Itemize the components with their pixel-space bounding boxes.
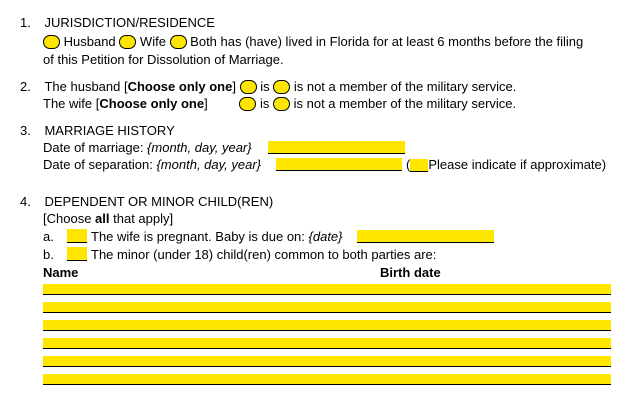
section-number: 4. (20, 194, 31, 209)
birth-date-column-header: Birth date (380, 265, 441, 280)
name-column-header: Name (43, 265, 79, 280)
not-member-label: is not a member of the military service. (293, 79, 517, 94)
choose-only-one: Choose only one (127, 79, 233, 94)
due-date-field[interactable] (357, 230, 494, 243)
section-3-heading: 3. MARRIAGE HISTORY (20, 122, 175, 139)
child-row-field[interactable] (43, 284, 611, 295)
minor-line: b. (43, 246, 54, 263)
is-label: is (260, 79, 270, 94)
not-member-label: is not a member of the military service. (293, 96, 517, 111)
pregnant-line: a. (43, 228, 54, 245)
child-row-field[interactable] (43, 356, 611, 367)
due-date-hint: {date} (308, 229, 343, 244)
date-of-separation-label: Date of separation: (43, 157, 157, 172)
approximate-label: Please indicate if approximate) (428, 157, 607, 172)
both-label: Both has (have) lived in Florida for at … (190, 34, 584, 49)
child-row-field[interactable] (43, 320, 611, 331)
separation-date-line: Date of separation: {month, day, year} (43, 156, 261, 173)
pregnant-label: The wife is pregnant. Baby is due on: (91, 229, 309, 244)
husband-prefix: The husband [ (44, 79, 128, 94)
section-4-heading: 4. DEPENDENT OR MINOR CHILD(REN) (20, 193, 273, 210)
date-format-hint: {month, day, year} (147, 140, 252, 155)
wife-checkbox[interactable] (119, 35, 137, 49)
child-row-field[interactable] (43, 338, 611, 349)
date-of-marriage-label: Date of marriage: (43, 140, 148, 155)
husband-checkbox[interactable] (43, 35, 60, 49)
residence-options: Husband Wife Both has (have) lived in Fl… (43, 33, 583, 50)
both-checkbox[interactable] (169, 35, 187, 49)
section-number: 1. (20, 15, 31, 30)
wife-prefix: The wife [ (43, 96, 100, 111)
residence-continuation: of this Petition for Dissolution of Marr… (43, 52, 284, 67)
bracket-close: ] (232, 79, 236, 94)
husband-is-checkbox[interactable] (239, 80, 257, 94)
choose-all: all (95, 211, 110, 226)
choose-close: that apply] (109, 211, 174, 226)
minor-children-label: The minor (under 18) child(ren) common t… (91, 247, 437, 262)
section-1-heading: 1. JURISDICTION/RESIDENCE (20, 14, 215, 31)
child-row-field[interactable] (43, 374, 611, 385)
pregnant-checkbox[interactable] (67, 229, 87, 243)
marriage-date-field[interactable] (268, 141, 405, 154)
minor-children-checkbox[interactable] (67, 247, 87, 261)
husband-not-checkbox[interactable] (273, 80, 291, 94)
wife-military-line: The wife [Choose only one] is is not a m… (43, 95, 516, 112)
paren-open: ( (406, 157, 411, 172)
date-format-hint: {month, day, year} (156, 157, 262, 172)
section-title: JURISDICTION/RESIDENCE (44, 15, 215, 30)
choose-open: [Choose (43, 211, 96, 226)
separation-date-field[interactable] (276, 158, 402, 171)
section-title: DEPENDENT OR MINOR CHILD(REN) (44, 194, 274, 209)
section-number: 2. (20, 79, 31, 94)
pregnant-text: The wife is pregnant. Baby is due on: {d… (91, 228, 343, 245)
husband-military-line: 2. The husband [Choose only one] is is n… (20, 78, 516, 95)
item-b-label: b. (43, 247, 54, 262)
is-label: is (259, 96, 270, 111)
section-title: MARRIAGE HISTORY (44, 123, 175, 138)
wife-is-checkbox[interactable] (239, 97, 257, 111)
section-number: 3. (20, 123, 31, 138)
child-row-field[interactable] (43, 302, 611, 313)
choose-only-one: Choose only one (99, 96, 205, 111)
approximate-line: ( Please indicate if approximate) (406, 156, 606, 173)
choose-all-instruction: [Choose all that apply] (43, 210, 173, 227)
husband-label: Husband (63, 34, 116, 49)
marriage-date-line: Date of marriage: {month, day, year} (43, 139, 252, 156)
bracket-close: ] (204, 96, 208, 111)
wife-not-checkbox[interactable] (272, 97, 290, 111)
item-a-label: a. (43, 229, 54, 244)
approximate-checkbox[interactable] (410, 159, 429, 172)
wife-label: Wife (139, 34, 166, 49)
